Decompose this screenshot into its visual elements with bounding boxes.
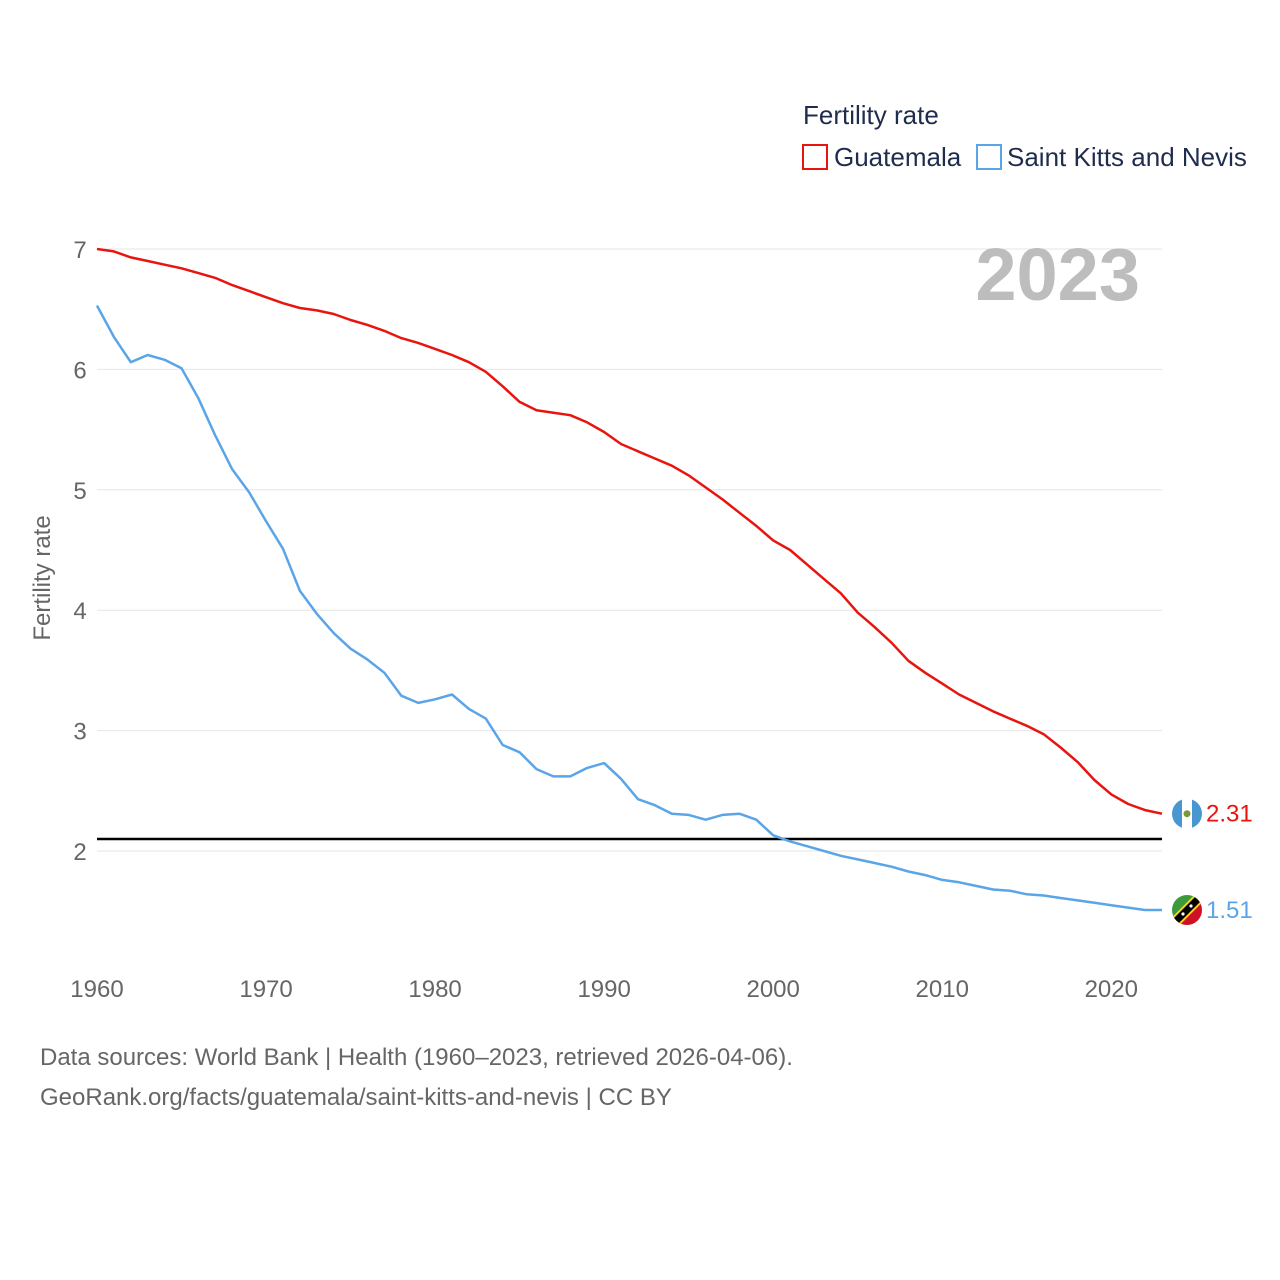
y-tick-label-3: 3 [73,719,86,746]
legend: Fertility rate Guatemala Saint Kitts and… [802,100,1247,172]
x-tick-label-1980: 1980 [408,976,461,1003]
x-tick-label-1960: 1960 [70,976,123,1003]
source-url: GeoRank.org/facts/guatemala/saint-kitts-… [40,1084,672,1111]
legend-title: Fertility rate [803,100,939,130]
x-tick-label-1970: 1970 [239,976,292,1003]
legend-swatch-saint-kitts-and-nevis [976,144,1002,170]
gridlines [97,248,1162,852]
y-tick-label-4: 4 [73,598,86,625]
year-label: 2023 [975,233,1140,316]
end-label-saint-kitts-and-nevis: 1.51 [1206,897,1253,924]
axis-ticks: 2 3 4 5 6 7 1960 1970 1980 1990 2000 2010 2020 [70,237,1138,1003]
guatemala-flag-icon [1172,798,1202,829]
series-lines [95,247,1163,912]
data-sources-note: Data sources: World Bank | Health (1960–… [40,1044,793,1071]
x-tick-label-2000: 2000 [746,976,799,1003]
y-tick-label-2: 2 [73,839,86,866]
x-tick-label-2010: 2010 [916,976,969,1003]
y-tick-label-5: 5 [73,478,86,505]
series-line-saint-kitts-and-nevis[interactable] [95,305,1162,912]
saint-kitts-and-nevis-flag-icon [1172,895,1202,925]
legend-label-guatemala: Guatemala [834,142,962,172]
legend-item-guatemala[interactable]: Guatemala [802,142,962,172]
legend-swatch-guatemala [802,144,828,170]
legend-item-saint-kitts-and-nevis[interactable]: Saint Kitts and Nevis [976,142,1247,172]
x-tick-label-1990: 1990 [577,976,630,1003]
end-label-guatemala: 2.31 [1206,801,1253,828]
legend-label-saint-kitts-and-nevis: Saint Kitts and Nevis [1007,142,1247,172]
y-tick-label-6: 6 [73,357,86,384]
end-markers: 2.31 1.51 [1172,798,1253,925]
y-tick-label-7: 7 [73,237,86,264]
y-axis-title: Fertility rate [29,515,56,640]
x-tick-label-2020: 2020 [1085,976,1138,1003]
series-line-guatemala[interactable] [96,247,1163,815]
